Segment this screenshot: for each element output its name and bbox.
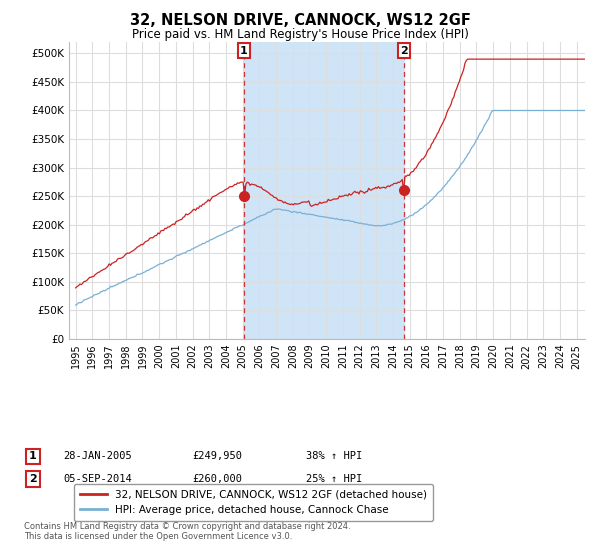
Legend: 32, NELSON DRIVE, CANNOCK, WS12 2GF (detached house), HPI: Average price, detach: 32, NELSON DRIVE, CANNOCK, WS12 2GF (det… (74, 483, 433, 521)
Text: 1: 1 (240, 45, 248, 55)
Text: 25% ↑ HPI: 25% ↑ HPI (306, 474, 362, 484)
Text: 1: 1 (29, 451, 37, 461)
Text: Contains HM Land Registry data © Crown copyright and database right 2024.
This d: Contains HM Land Registry data © Crown c… (24, 522, 350, 542)
Text: 2: 2 (400, 45, 408, 55)
Text: 28-JAN-2005: 28-JAN-2005 (63, 451, 132, 461)
Text: 32, NELSON DRIVE, CANNOCK, WS12 2GF: 32, NELSON DRIVE, CANNOCK, WS12 2GF (130, 13, 470, 28)
Text: £260,000: £260,000 (192, 474, 242, 484)
Text: £249,950: £249,950 (192, 451, 242, 461)
Bar (244, 42, 404, 339)
Text: 2: 2 (29, 474, 37, 484)
Text: 05-SEP-2014: 05-SEP-2014 (63, 474, 132, 484)
Text: 38% ↑ HPI: 38% ↑ HPI (306, 451, 362, 461)
Text: Price paid vs. HM Land Registry's House Price Index (HPI): Price paid vs. HM Land Registry's House … (131, 28, 469, 41)
